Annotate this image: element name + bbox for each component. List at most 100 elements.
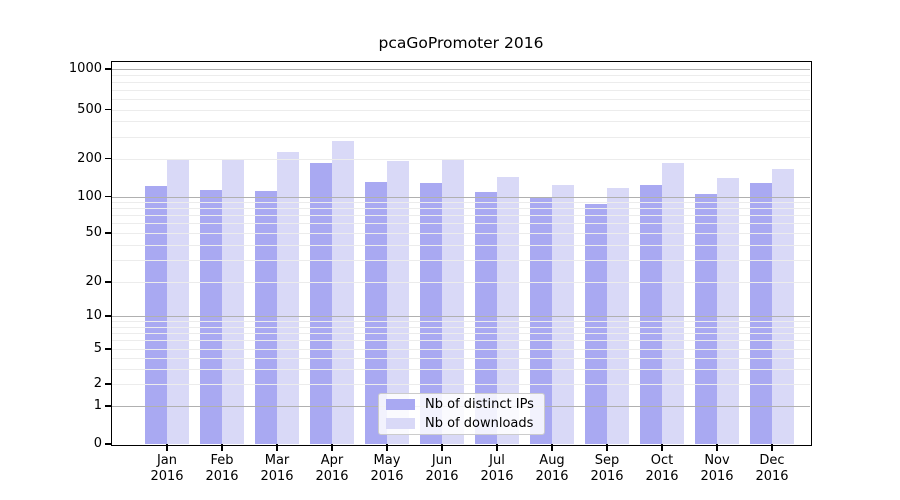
gridline-minor <box>112 89 810 91</box>
y-tick-mark <box>105 383 112 385</box>
x-tick-mark <box>276 444 278 451</box>
y-tick-mark <box>105 232 112 234</box>
gridline-minor <box>112 332 810 334</box>
bar-downloads <box>387 161 409 444</box>
chart-title: pcaGoPromoter 2016 <box>378 34 544 52</box>
y-tick-label: 1000 <box>68 61 102 76</box>
y-tick-mark <box>105 68 112 70</box>
gridline-minor <box>112 109 810 111</box>
x-tick-label: Nov 2016 <box>700 453 734 484</box>
bar-distinct-ips <box>585 204 607 444</box>
y-tick-label: 5 <box>93 341 102 356</box>
plot-area <box>112 62 810 444</box>
bar-downloads <box>277 152 299 444</box>
gridline-minor <box>112 368 810 370</box>
x-tick-label: Aug 2016 <box>535 453 569 484</box>
gridline-minor <box>112 202 810 204</box>
y-tick-mark <box>105 443 112 445</box>
gridline-minor <box>112 260 810 262</box>
legend-item-distinct-ips: Nb of distinct IPs <box>386 397 536 412</box>
legend-swatch-downloads <box>386 418 415 429</box>
x-tick-label: Mar 2016 <box>260 453 294 484</box>
y-tick-label: 10 <box>85 308 102 323</box>
gridline-minor <box>112 82 810 84</box>
gridline-minor <box>112 223 810 225</box>
bar-downloads <box>167 158 189 444</box>
bar-downloads <box>497 176 519 444</box>
bar-distinct-ips <box>475 192 497 444</box>
bar-distinct-ips <box>750 182 772 444</box>
y-tick-label: 50 <box>85 225 102 240</box>
gridline-major <box>112 69 810 70</box>
x-tick-label: Jan 2016 <box>150 453 184 484</box>
gridline-minor <box>112 349 810 350</box>
y-tick-label: 2 <box>93 376 102 391</box>
bar-distinct-ips <box>530 196 552 444</box>
x-tick-mark <box>606 444 608 451</box>
x-tick-mark <box>441 444 443 451</box>
bar-distinct-ips <box>310 162 332 444</box>
bar-downloads <box>662 162 684 444</box>
x-tick-mark <box>551 444 553 451</box>
x-tick-mark <box>716 444 718 451</box>
x-tick-mark <box>386 444 388 451</box>
x-tick-label: Feb 2016 <box>205 453 239 484</box>
bar-downloads <box>442 159 464 444</box>
gridline-minor <box>112 215 810 217</box>
y-tick-mark <box>105 315 112 317</box>
gridline-major <box>112 196 810 198</box>
x-tick-label: Oct 2016 <box>645 453 679 484</box>
gridline-minor <box>112 357 810 359</box>
x-tick-mark <box>496 444 498 451</box>
bar-distinct-ips <box>420 183 442 444</box>
y-tick-mark <box>105 157 112 160</box>
y-tick-mark <box>105 405 112 407</box>
x-tick-label: Dec 2016 <box>755 453 789 484</box>
y-tick-label: 100 <box>77 188 102 204</box>
gridline-minor <box>112 321 810 323</box>
x-tick-label: Jul 2016 <box>480 453 514 484</box>
bar-distinct-ips <box>365 182 387 444</box>
y-tick-mark <box>105 108 112 111</box>
x-tick-label: May 2016 <box>370 453 404 484</box>
x-tick-mark <box>331 444 333 451</box>
bar-distinct-ips <box>695 193 717 444</box>
x-tick-label: Apr 2016 <box>315 453 349 484</box>
gridline-major <box>112 316 810 317</box>
y-tick-label: 0 <box>93 436 102 451</box>
y-tick-mark <box>105 195 112 198</box>
bar-distinct-ips <box>255 191 277 444</box>
x-tick-mark <box>661 444 663 451</box>
gridline-minor <box>112 233 810 234</box>
gridline-minor <box>112 340 810 342</box>
y-tick-label: 200 <box>77 150 102 166</box>
bar-distinct-ips <box>640 185 662 444</box>
y-tick-label: 20 <box>85 274 102 289</box>
gridline-minor <box>112 208 810 210</box>
legend-item-downloads: Nb of downloads <box>386 416 536 431</box>
gridline-minor <box>112 158 810 160</box>
gridline-minor <box>112 326 810 328</box>
x-tick-label: Sep 2016 <box>590 453 624 484</box>
gridline-minor <box>112 244 810 246</box>
gridline-minor <box>112 384 810 385</box>
y-tick-mark <box>105 281 112 283</box>
x-tick-mark <box>221 444 223 451</box>
bar-downloads <box>332 140 354 444</box>
legend: Nb of distinct IPs Nb of downloads <box>378 393 545 435</box>
x-tick-label: Jun 2016 <box>425 453 459 484</box>
gridline-minor <box>112 98 810 100</box>
legend-label: Nb of distinct IPs <box>425 397 534 412</box>
x-tick-mark <box>771 444 773 451</box>
gridline-minor <box>112 136 810 138</box>
gridline-minor <box>112 121 810 123</box>
bar-distinct-ips <box>145 186 167 444</box>
legend-swatch-ips <box>386 399 415 410</box>
bar-downloads <box>717 177 739 444</box>
y-tick-label: 1 <box>93 398 102 413</box>
y-tick-label: 500 <box>77 101 102 117</box>
gridline-minor <box>112 75 810 77</box>
y-tick-mark <box>105 348 112 350</box>
x-tick-mark <box>166 444 168 451</box>
